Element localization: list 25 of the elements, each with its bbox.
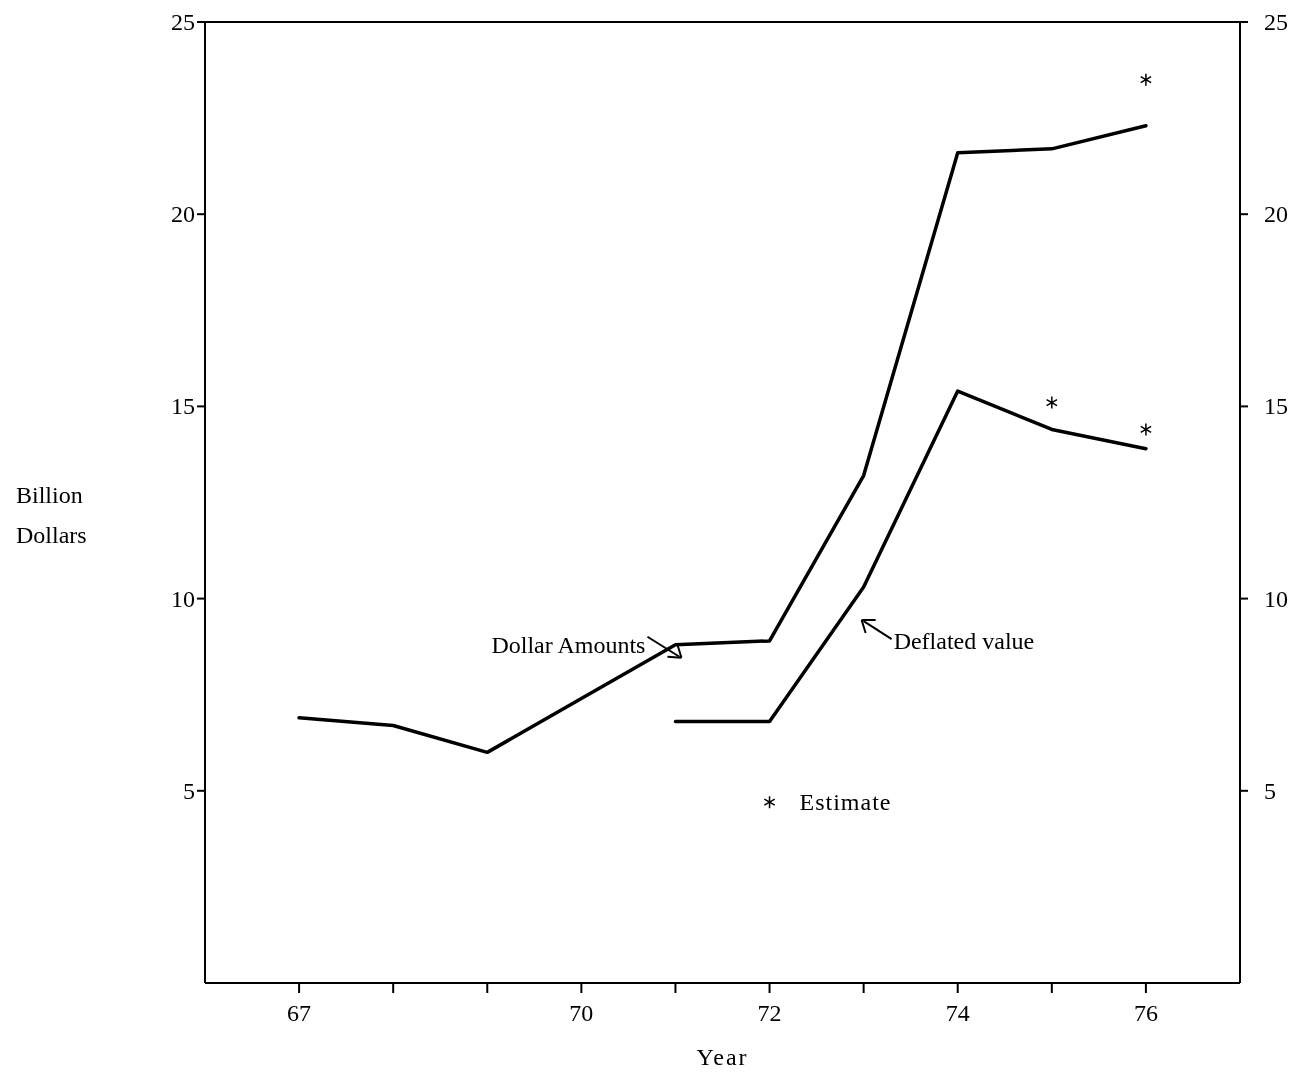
y2-tick-label: 20 [1264, 201, 1288, 228]
point [1139, 72, 1152, 87]
y2-tick-label: 25 [1264, 9, 1288, 35]
line-series [297, 124, 1148, 755]
legend-label: Estimate [799, 789, 892, 816]
x-tick-label: 76 [1133, 1000, 1158, 1026]
x-tick-label: 74 [945, 1000, 970, 1026]
x-tick-label: 67 [287, 1000, 312, 1026]
point [1045, 395, 1058, 410]
legend-label: Deflated value [893, 628, 1035, 655]
y2-tick-label: 5 [1264, 777, 1276, 804]
series-label: Dollar Amounts [491, 631, 646, 658]
y-tick-label: 25 [171, 9, 195, 35]
y-tick-label: 20 [171, 201, 195, 228]
x-tick-label: 70 [569, 1000, 594, 1026]
y2-tick-label: 15 [1264, 393, 1288, 420]
y2-tick-label: 10 [1264, 585, 1288, 612]
point [1139, 422, 1152, 437]
y-tick-label: 15 [171, 393, 195, 420]
line-series [673, 389, 1148, 724]
y-axis-title: Billion Dollars [16, 481, 87, 548]
x-axis-title: Year [696, 1044, 749, 1070]
y-tick-label: 5 [183, 777, 195, 804]
y-tick-label: 10 [171, 585, 195, 612]
x-tick-label: 72 [757, 1000, 782, 1026]
